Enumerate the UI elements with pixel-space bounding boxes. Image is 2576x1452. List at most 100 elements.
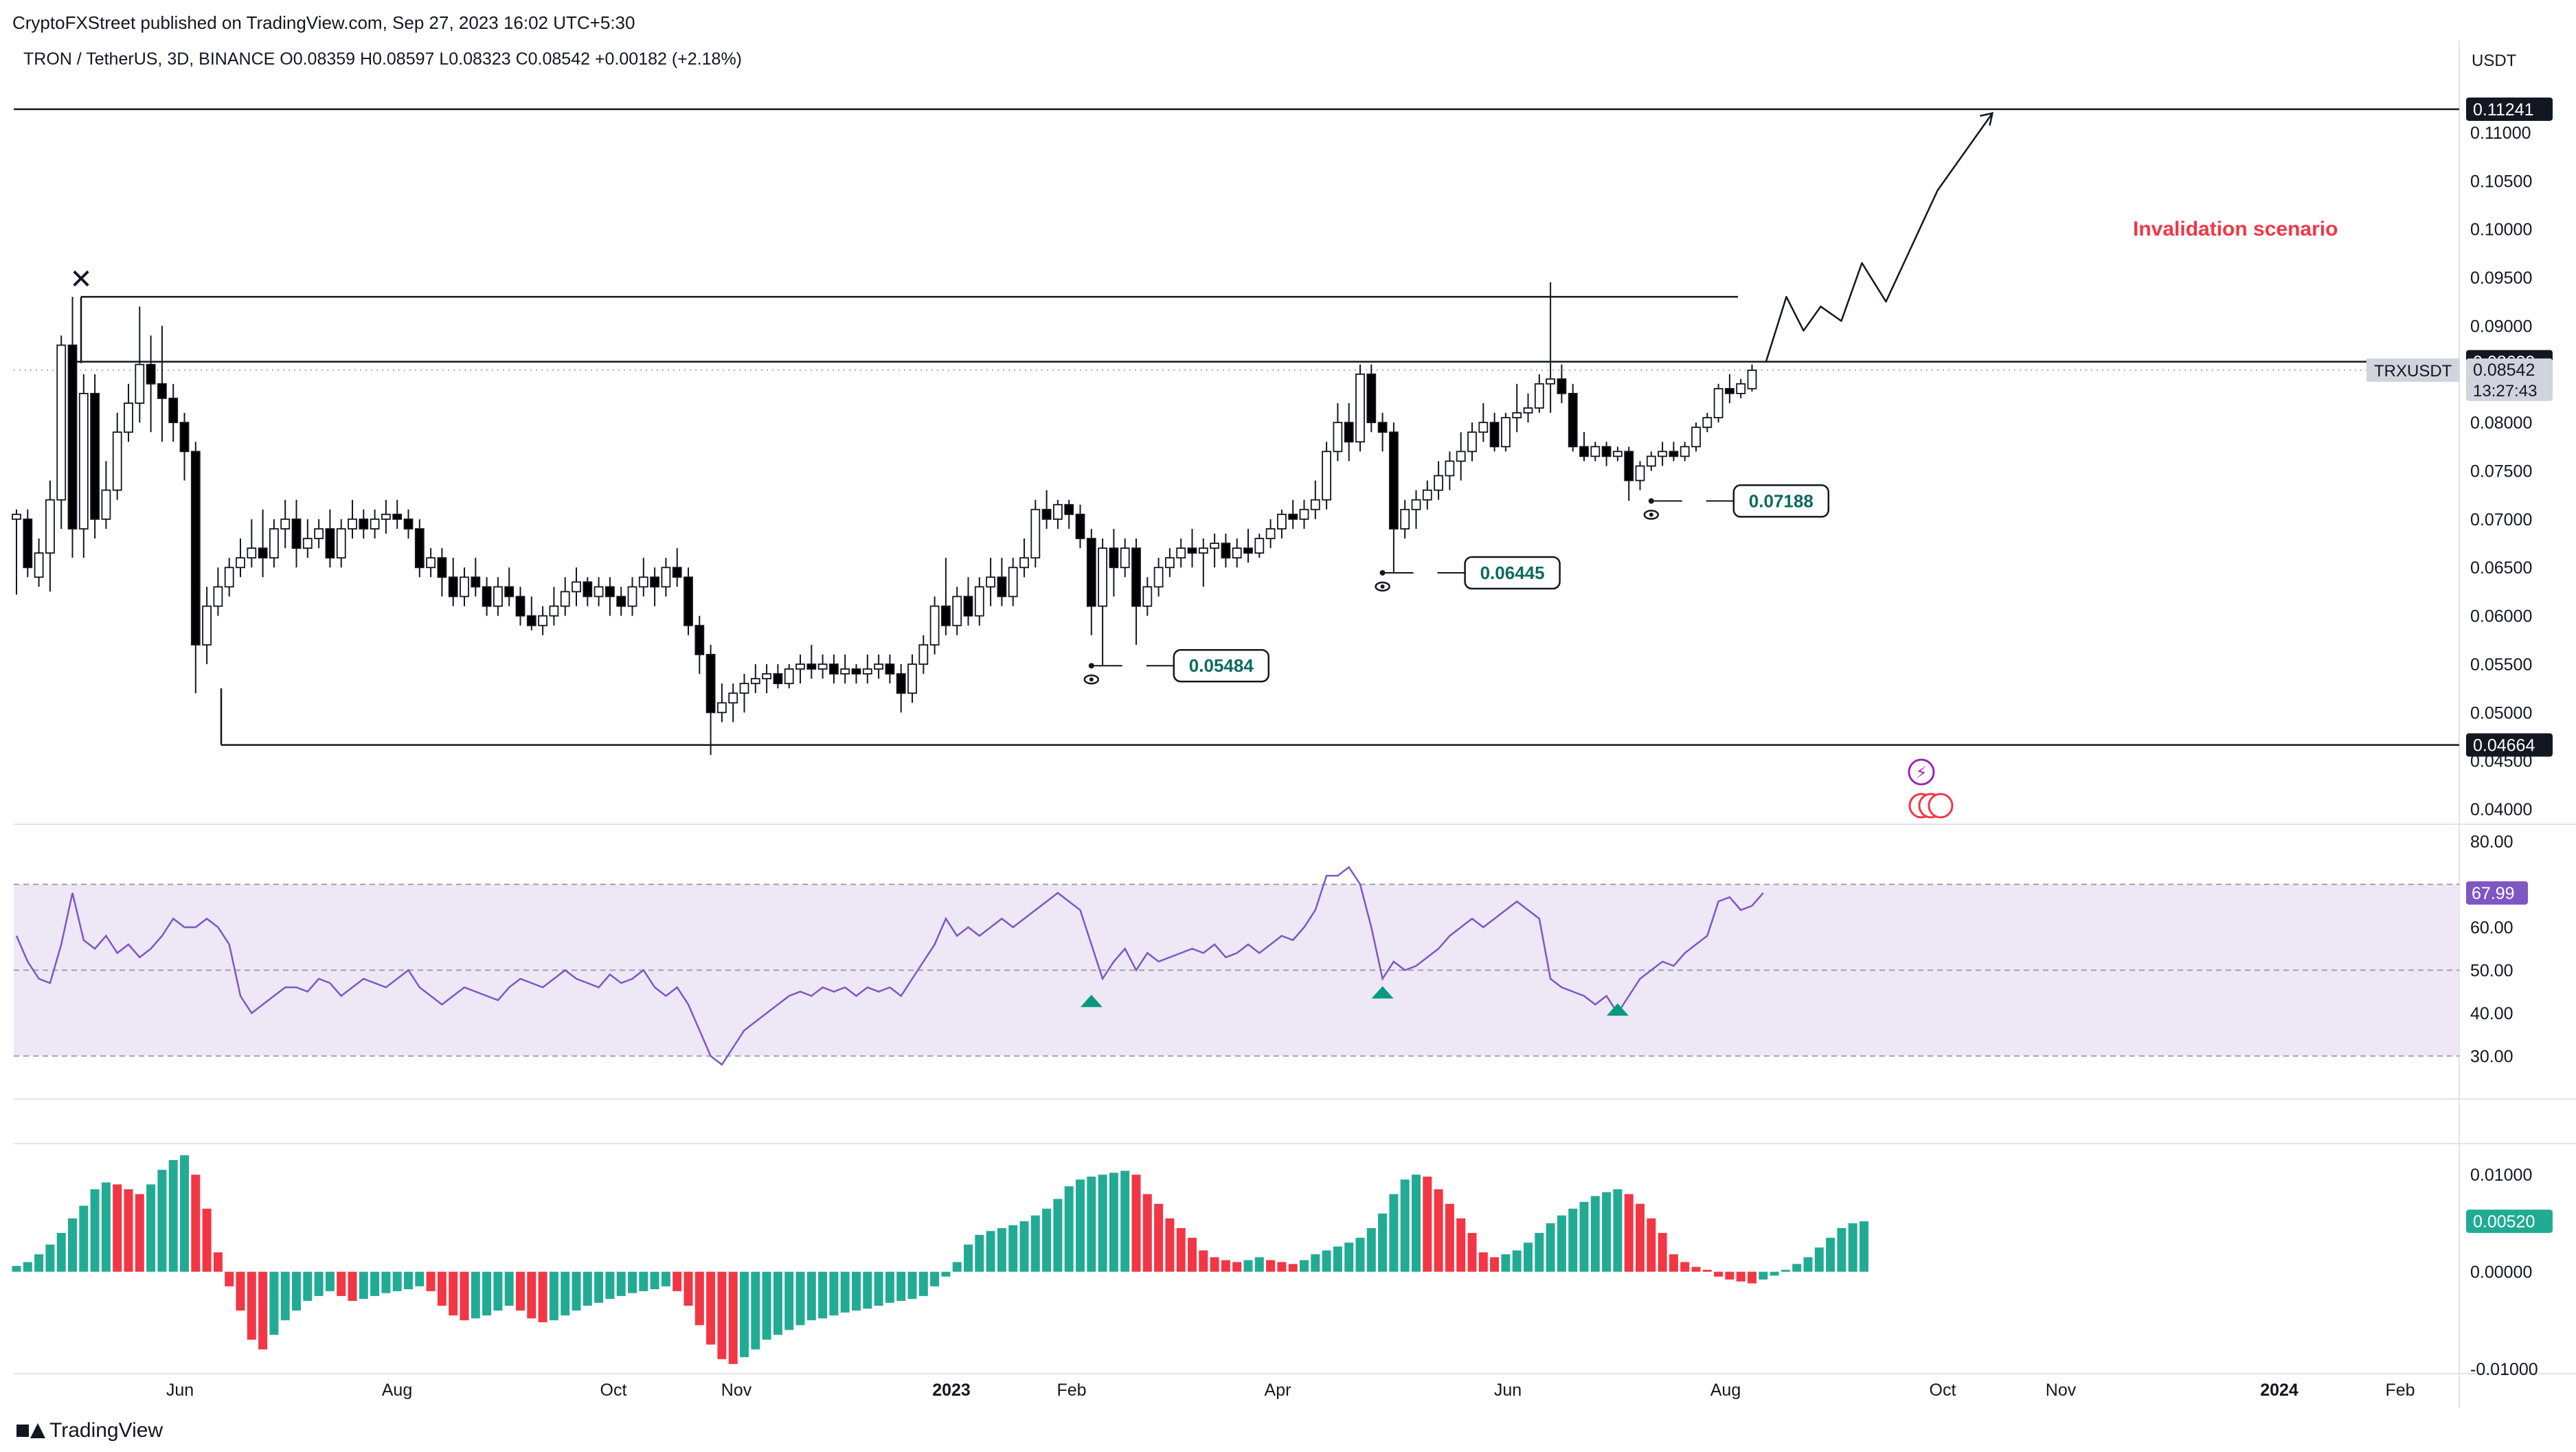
candle-body [101, 489, 111, 520]
histogram-bar [1714, 1271, 1724, 1277]
histogram-bar [90, 1189, 100, 1272]
candle-body [1265, 528, 1276, 539]
candle-body [414, 528, 425, 569]
triangle-up-icon [1606, 1003, 1629, 1016]
histogram-bar [1030, 1215, 1040, 1272]
time-tick-label: Aug [382, 1381, 412, 1400]
histogram-bar [818, 1271, 828, 1319]
histogram-bar [1344, 1243, 1354, 1272]
candle-body [762, 673, 771, 680]
histogram-bar [124, 1189, 133, 1272]
histogram-bar [460, 1271, 469, 1321]
candle-body [874, 663, 883, 670]
histogram-bar [1624, 1194, 1634, 1272]
histogram-bar [1109, 1172, 1118, 1272]
time-tick-label: Jun [166, 1381, 194, 1400]
price-tick-label: 0.10500 [2470, 172, 2532, 191]
histogram-bar [213, 1252, 223, 1272]
histogram-bar [280, 1271, 290, 1321]
histogram-bar [549, 1271, 558, 1321]
candle-body [1131, 547, 1141, 607]
level-tag-top: 0.11241 [2473, 100, 2534, 120]
candle-body [45, 499, 55, 554]
candle-body [941, 605, 951, 626]
histogram-bar [1120, 1170, 1130, 1272]
candle-body [1500, 417, 1511, 448]
candle-body [269, 528, 279, 559]
macd-value-tag-bg [2466, 1210, 2553, 1234]
published-caption: CryptoFXStreet published on TradingView.… [12, 12, 635, 33]
histogram-bar [1826, 1238, 1835, 1272]
histogram-bar [1176, 1227, 1186, 1272]
candle-body [1724, 387, 1735, 394]
histogram-bar [1366, 1227, 1376, 1272]
candle-body [526, 615, 536, 626]
price-tags: 0.112410.086290.046640.0854213:27:43TRXU… [2366, 97, 2553, 1234]
histogram-bar [1814, 1247, 1824, 1272]
candle-body [157, 383, 167, 399]
annotation-dot [1648, 498, 1654, 504]
candle-body [1019, 557, 1029, 569]
histogram-bar [1590, 1196, 1600, 1272]
eye-icon-pupil [1649, 512, 1653, 517]
annotation-box [1464, 556, 1561, 590]
histogram-bar [1087, 1177, 1096, 1272]
level-tag-bottom-bg [2466, 733, 2553, 757]
histogram-bar [1557, 1215, 1566, 1272]
candle-body [986, 576, 995, 588]
histogram-bar [1456, 1218, 1466, 1272]
candle-body [325, 528, 335, 559]
candle-body [1075, 513, 1085, 539]
histogram-bar [415, 1271, 425, 1286]
candle-body [963, 595, 973, 617]
candles [12, 282, 1757, 756]
candle-body [907, 663, 917, 694]
candle-body [426, 557, 436, 569]
candle-body [1467, 431, 1477, 453]
candle-body [448, 576, 458, 598]
annotations: 0.05484 0.06445 0.07188 ⚡ [1083, 484, 1954, 819]
histogram-bar [1535, 1233, 1544, 1272]
candle-body [795, 663, 805, 670]
time-tick-label: Jun [1494, 1381, 1522, 1400]
candle-body [236, 557, 245, 569]
candle-body [460, 576, 469, 598]
histogram-bar [1423, 1177, 1432, 1272]
histogram-bar [1781, 1269, 1790, 1272]
histogram-bar [1579, 1201, 1589, 1272]
candle-body [1411, 499, 1421, 510]
histogram-bar [1243, 1260, 1253, 1272]
histogram-bar [1322, 1250, 1331, 1272]
histogram-bar [1311, 1254, 1320, 1272]
histogram-bar [1725, 1271, 1735, 1280]
histogram-bar [303, 1271, 313, 1301]
histogram-bar [829, 1271, 839, 1316]
price-tick-label: 0.06000 [2470, 607, 2532, 626]
annotation-box [1732, 484, 1830, 518]
histogram-bar [113, 1184, 122, 1272]
time-tick-label: Nov [721, 1381, 752, 1400]
candle-body [67, 344, 78, 530]
projection-path [1765, 113, 1993, 363]
symbol-tag: TRXUSDT [2374, 362, 2452, 381]
histogram-bar [964, 1245, 973, 1272]
projection: Invalidation scenario [1765, 112, 2338, 363]
candle-body [1086, 538, 1096, 607]
candle-body [135, 363, 145, 404]
histogram-bar [639, 1271, 648, 1291]
close-icon: ✕ [69, 264, 93, 295]
candle-body [851, 668, 861, 674]
candle-body [1736, 383, 1746, 394]
histogram-bar [180, 1155, 189, 1272]
histogram-bar [1378, 1213, 1388, 1272]
candle-body [1232, 547, 1242, 559]
brand-label: TradingView [49, 1419, 163, 1442]
price-tick-label: 0.08000 [2470, 413, 2532, 433]
candle-body [739, 683, 749, 694]
histogram-bar [348, 1271, 357, 1301]
rsi-value-tag: 67.99 [2472, 884, 2515, 903]
candle-body [291, 518, 302, 549]
histogram-bar [1792, 1264, 1802, 1272]
candle-body [1187, 547, 1197, 554]
